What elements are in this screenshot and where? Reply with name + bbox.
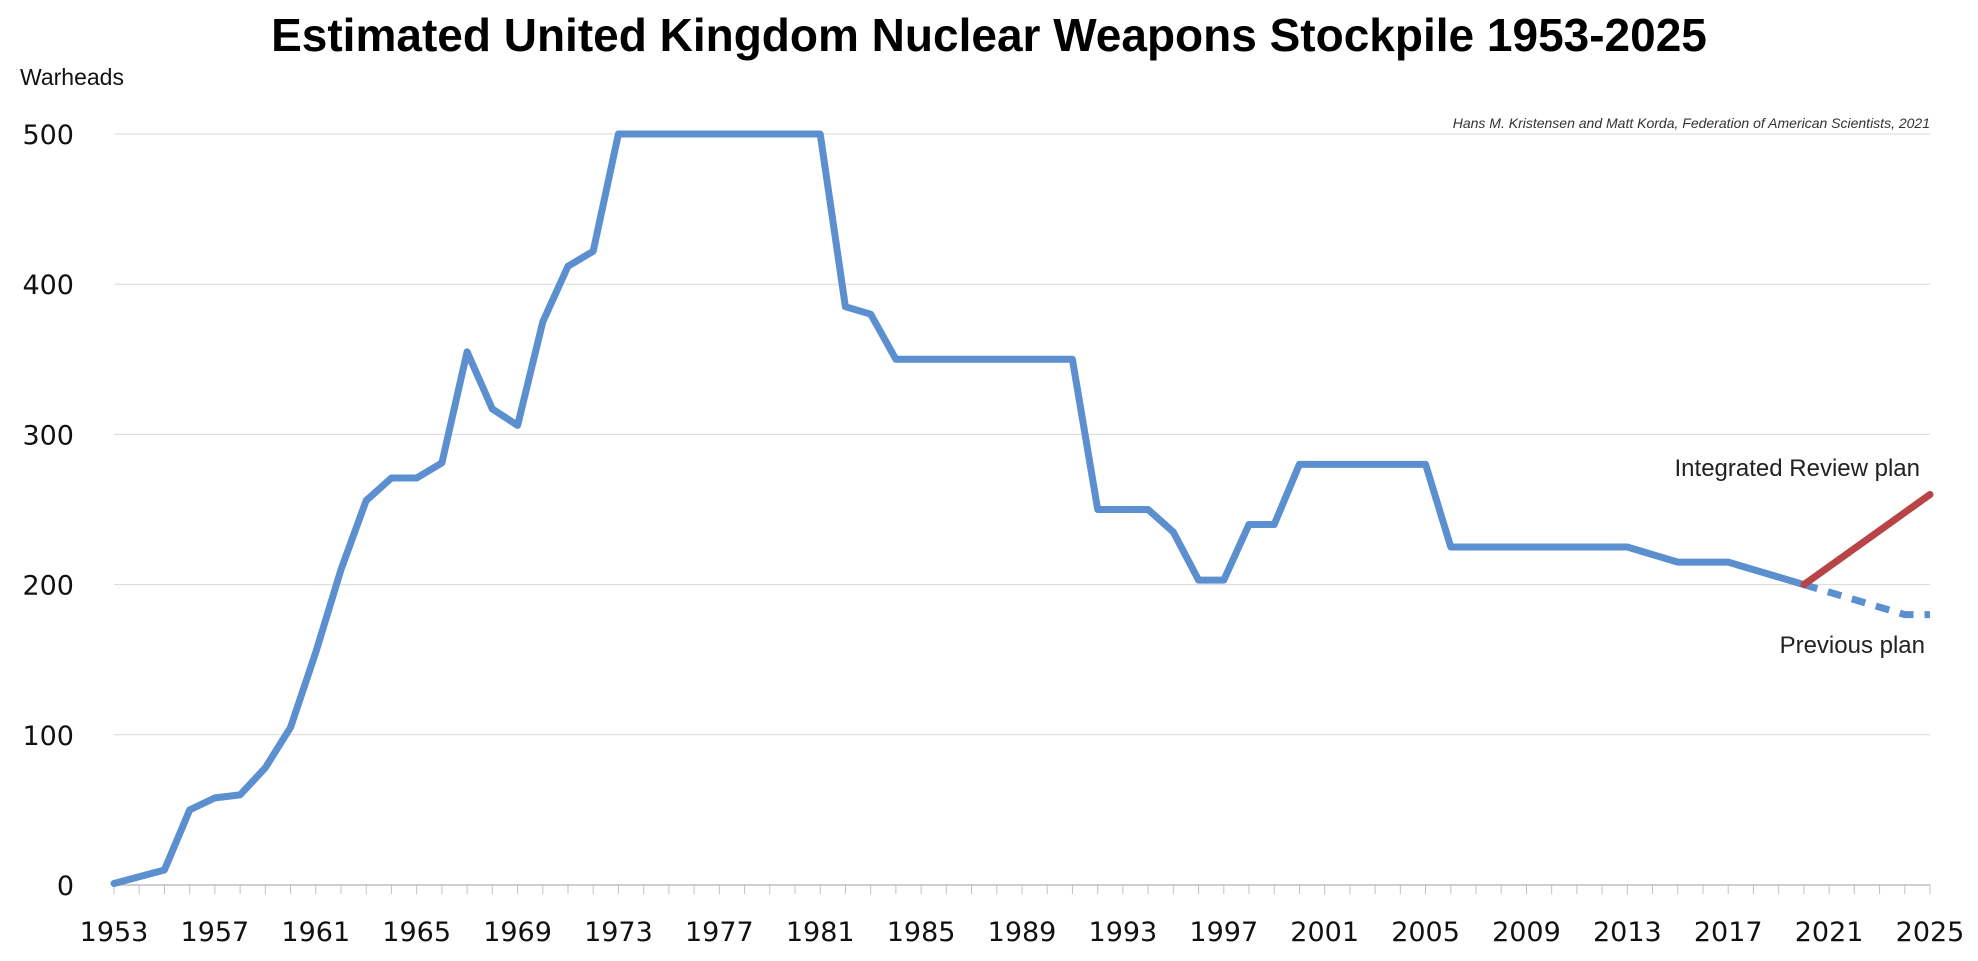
axes <box>113 884 1931 894</box>
chart-title: Estimated United Kingdom Nuclear Weapons… <box>271 9 1707 61</box>
x-tick-label: 2001 <box>1290 917 1359 948</box>
x-tick-label: 1993 <box>1089 917 1158 948</box>
x-tick-label: 1961 <box>281 917 350 948</box>
y-tick-label: 0 <box>57 871 74 902</box>
x-tick-label: 1989 <box>988 917 1057 948</box>
y-tick-label: 100 <box>22 721 74 752</box>
x-tick-label: 1953 <box>80 917 149 948</box>
y-tick-label: 200 <box>22 571 74 602</box>
x-tick-labels: 1953 1957 1961 1965 1969 1973 1977 1981 1985 1989… <box>80 917 1965 948</box>
stockpile-line <box>110 130 1808 887</box>
y-tick-label: 500 <box>22 120 74 151</box>
y-tick-labels: 0 100 200 300 400 500 <box>22 120 74 902</box>
y-tick-label: 400 <box>22 270 74 301</box>
integrated-review-plan-label: Integrated Review plan <box>1675 455 1920 482</box>
x-tick-label: 1957 <box>181 917 250 948</box>
x-tick-label: 2005 <box>1391 917 1460 948</box>
x-tick-label: 2021 <box>1795 917 1864 948</box>
x-tick-label: 1977 <box>685 917 754 948</box>
integrated-review-plan-line <box>1800 491 1934 589</box>
previous-plan-line <box>1802 581 1930 619</box>
x-tick-label: 1997 <box>1189 917 1258 948</box>
x-tick-label: 2025 <box>1896 917 1965 948</box>
series-lines <box>110 130 1934 887</box>
x-tick-label: 1965 <box>382 917 451 948</box>
previous-plan-label: Previous plan <box>1780 632 1925 659</box>
x-tick-label: 2013 <box>1593 917 1662 948</box>
y-axis-label: Warheads <box>20 64 124 90</box>
y-tick-label: 300 <box>22 420 74 451</box>
source-credit: Hans M. Kristensen and Matt Korda, Feder… <box>1453 115 1930 131</box>
x-tick-label: 2009 <box>1492 917 1561 948</box>
x-tick-label: 1981 <box>786 917 855 948</box>
x-tick-label: 1969 <box>483 917 552 948</box>
gridlines <box>114 133 1930 736</box>
x-tick-label: 2017 <box>1694 917 1763 948</box>
x-tick-label: 1973 <box>584 917 653 948</box>
x-tick-label: 1985 <box>887 917 956 948</box>
